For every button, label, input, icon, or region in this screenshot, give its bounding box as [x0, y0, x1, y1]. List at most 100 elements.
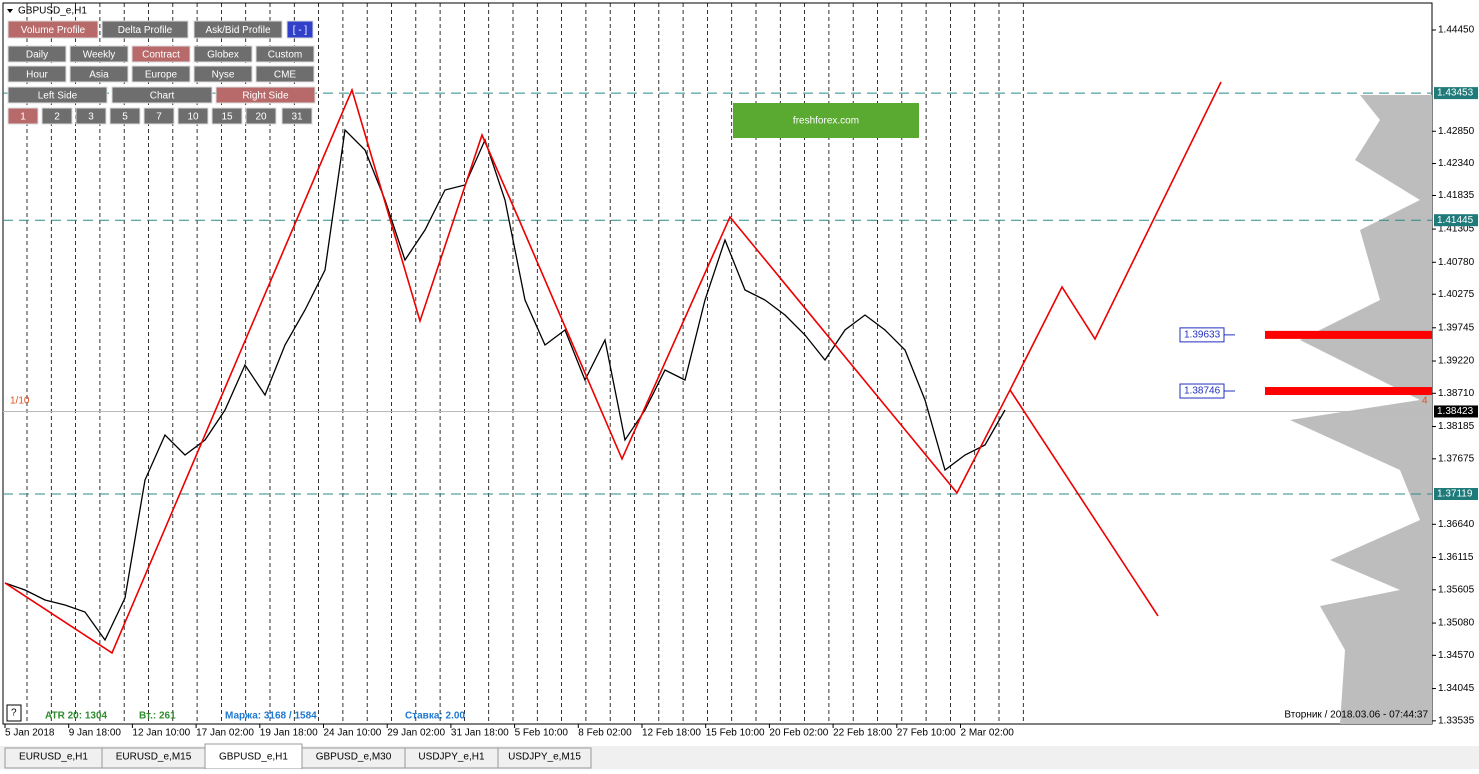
right-note: 4	[1422, 396, 1428, 407]
toolbar-button-label[interactable]: 7	[156, 112, 162, 123]
zigzag-line	[4, 81, 1222, 655]
toolbar-button[interactable]	[193, 20, 283, 39]
y-tick-label: 1.41835	[1438, 190, 1475, 201]
toolbar-button-label[interactable]: CME	[274, 70, 297, 81]
x-tick-label: 12 Feb 18:00	[642, 728, 701, 739]
toolbar-button[interactable]	[111, 86, 213, 104]
toolbar-button-label[interactable]: 15	[221, 112, 233, 123]
toolbar-button[interactable]	[281, 107, 313, 125]
tab-label[interactable]: USDJPY_e,M15	[508, 752, 581, 763]
y-tick-label: 1.42340	[1438, 158, 1475, 169]
x-tick-label: 24 Jan 10:00	[324, 728, 382, 739]
tab-label[interactable]: USDJPY_e,H1	[418, 752, 485, 763]
toolbar-button-label[interactable]: Volume Profile	[21, 25, 86, 36]
tab[interactable]	[204, 743, 303, 770]
toolbar-button[interactable]	[131, 65, 191, 83]
x-tick-label: 20 Feb 02:00	[769, 728, 828, 739]
toolbar-button[interactable]	[75, 107, 107, 125]
volume-info: Вт.: 261	[139, 711, 176, 722]
toolbar-button[interactable]	[7, 20, 99, 39]
y-tick-label: 1.44450	[1438, 25, 1475, 36]
toolbar-button-label[interactable]: 31	[291, 112, 303, 123]
toolbar-button[interactable]	[255, 45, 315, 63]
level-label: 1.43453	[1437, 88, 1474, 99]
y-tick-label: 1.34570	[1438, 650, 1475, 661]
toolbar-button-label[interactable]: 2	[54, 112, 60, 123]
y-tick-label: 1.42850	[1438, 126, 1475, 137]
x-tick-label: 2 Mar 02:00	[961, 728, 1015, 739]
toolbar-button-label[interactable]: Custom	[268, 50, 302, 61]
toolbar-button[interactable]	[177, 107, 209, 125]
toolbar-button-label[interactable]: Left Side	[38, 91, 78, 102]
toolbar-button[interactable]	[143, 107, 175, 125]
toolbar-button[interactable]	[101, 20, 189, 39]
x-tick-label: 17 Jan 02:00	[196, 728, 254, 739]
tab-label[interactable]: GBPUSD_e,H1	[219, 752, 288, 763]
toolbar-button[interactable]	[193, 45, 253, 63]
rate: Ставка: 2.00	[405, 711, 465, 722]
tab[interactable]	[497, 747, 592, 769]
toolbar-button-label[interactable]: Ask/Bid Profile	[205, 25, 270, 36]
zigzag-projection	[1009, 389, 1159, 617]
toolbar-button[interactable]	[131, 45, 191, 63]
y-tick-label: 1.35605	[1438, 584, 1475, 595]
toolbar-button-label[interactable]: Nyse	[212, 70, 235, 81]
x-tick-label: 5 Jan 2018	[5, 728, 55, 739]
level-tag	[1434, 487, 1478, 500]
toolbar-button-label[interactable]: 20	[255, 112, 267, 123]
x-tick-label: 15 Feb 10:00	[706, 728, 765, 739]
y-tick-label: 1.36115	[1438, 552, 1474, 563]
toolbar-button[interactable]	[41, 107, 73, 125]
toolbar-button-label[interactable]: Globex	[207, 50, 239, 61]
toolbar-button[interactable]	[7, 45, 67, 63]
logo-box	[733, 103, 919, 138]
volume-level-label: 1.39633	[1184, 330, 1221, 341]
toolbar-button-label[interactable]: Weekly	[83, 50, 116, 61]
toolbar-button-label[interactable]: Contract	[142, 50, 180, 61]
symbol-title: GBPUSD_e,H1	[18, 6, 87, 17]
toolbar-button[interactable]	[109, 107, 141, 125]
atr: ATR 20: 1304	[45, 711, 108, 722]
toolbar-button-label[interactable]: [ - ]	[293, 25, 308, 36]
help[interactable]: ?	[11, 708, 17, 719]
toolbar-button-label[interactable]: 5	[122, 112, 128, 123]
y-tick-label: 1.37675	[1438, 453, 1475, 464]
y-tick-label: 1.39220	[1438, 356, 1475, 367]
toolbar-button-label[interactable]: Asia	[89, 70, 109, 81]
volume-profile	[1290, 95, 1432, 724]
tab-label[interactable]: GBPUSD_e,M30	[316, 752, 392, 763]
y-tick-label: 1.36640	[1438, 519, 1475, 530]
toolbar-button[interactable]	[69, 45, 129, 63]
toolbar-button-label[interactable]: 1	[20, 112, 26, 123]
tab-label[interactable]: EURUSD_e,M15	[116, 752, 192, 763]
level-label: 1.37119	[1437, 489, 1473, 500]
toolbar-button[interactable]	[286, 20, 314, 39]
level-tag	[1434, 214, 1478, 227]
toolbar-button[interactable]	[255, 65, 315, 83]
toolbar-button-label[interactable]: Right Side	[242, 91, 289, 102]
x-tick-label: 9 Jan 18:00	[69, 728, 122, 739]
level-tag	[1434, 87, 1478, 100]
toolbar-button[interactable]	[245, 107, 277, 125]
y-tick-label: 1.33535	[1438, 715, 1475, 726]
toolbar-button-label[interactable]: Chart	[150, 91, 175, 102]
toolbar-button[interactable]	[193, 65, 253, 83]
margin: Маржа: 3168 / 1584	[225, 711, 317, 722]
toolbar-button[interactable]	[7, 86, 108, 104]
tab-label[interactable]: EURUSD_e,H1	[19, 752, 88, 763]
toolbar-button-label[interactable]: 10	[187, 112, 199, 123]
x-tick-label: 31 Jan 18:00	[451, 728, 509, 739]
toolbar-button[interactable]	[69, 65, 129, 83]
toolbar-button-label[interactable]: Europe	[145, 70, 178, 81]
toolbar-button-label[interactable]: Daily	[26, 50, 48, 61]
toolbar-button-label[interactable]: Hour	[26, 70, 48, 81]
toolbar-button[interactable]	[215, 86, 316, 104]
toolbar-button[interactable]	[7, 107, 39, 125]
toolbar-button[interactable]	[7, 65, 67, 83]
toolbar-button-label[interactable]: Delta Profile	[118, 25, 173, 36]
x-tick-label: 8 Feb 02:00	[578, 728, 632, 739]
help-box[interactable]	[6, 704, 22, 722]
toolbar-button[interactable]	[211, 107, 243, 125]
toolbar-button-label[interactable]: 3	[88, 112, 94, 123]
